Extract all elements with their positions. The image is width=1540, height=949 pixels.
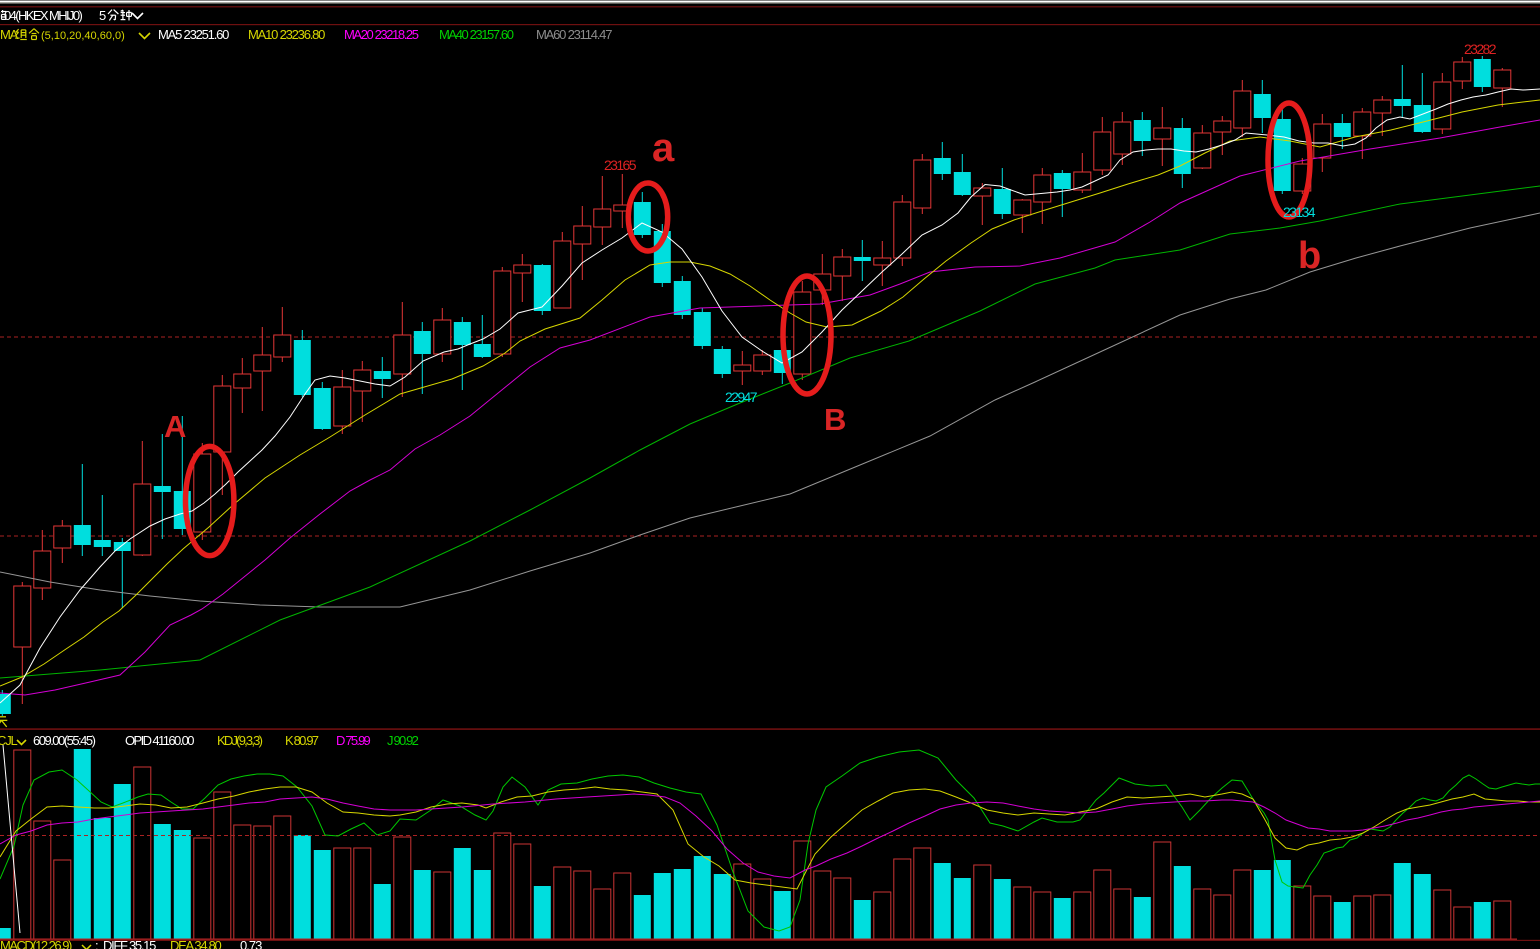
svg-text:MA60 23114.47: MA60 23114.47 [536, 27, 612, 42]
svg-text:22947: 22947 [725, 389, 758, 405]
svg-text:04(HKEX MHIJ0): 04(HKEX MHIJ0) [4, 8, 83, 23]
svg-text:b: b [1298, 235, 1321, 277]
svg-text:J 90.92: J 90.92 [387, 733, 419, 748]
svg-text:K 80.97: K 80.97 [285, 733, 319, 748]
svg-text:MA20 23218.25: MA20 23218.25 [344, 27, 419, 42]
svg-text:0.73: 0.73 [240, 938, 262, 949]
svg-text:OPID 41160.00: OPID 41160.00 [125, 733, 194, 748]
svg-text:B: B [824, 402, 846, 437]
svg-text:MACD(12,26,9): MACD(12,26,9) [0, 938, 72, 949]
svg-text:MA40 23157.60: MA40 23157.60 [439, 27, 514, 42]
svg-text:CJL: CJL [0, 733, 17, 748]
svg-text:KDJ(9,3,3): KDJ(9,3,3) [217, 733, 263, 748]
svg-text:23282: 23282 [1464, 41, 1497, 57]
svg-text:MA10 23236.80: MA10 23236.80 [248, 27, 325, 42]
svg-text:DIFF 35.15: DIFF 35.15 [103, 938, 156, 949]
svg-text:MA: MA [0, 27, 19, 42]
svg-text:(5,10,20,40,60,0): (5,10,20,40,60,0) [41, 30, 125, 42]
svg-text:A: A [164, 409, 186, 444]
svg-text:5: 5 [99, 8, 106, 23]
svg-text:MA5 23251.60: MA5 23251.60 [158, 27, 229, 42]
svg-text:a: a [652, 126, 675, 170]
svg-text::: : [95, 938, 99, 949]
svg-text:D 75.99: D 75.99 [336, 733, 371, 748]
svg-text:23134: 23134 [1283, 204, 1316, 220]
svg-text:609.00(55:45): 609.00(55:45) [33, 733, 96, 748]
svg-text:23165: 23165 [604, 157, 637, 173]
svg-text:DEA 34.80: DEA 34.80 [170, 938, 222, 949]
